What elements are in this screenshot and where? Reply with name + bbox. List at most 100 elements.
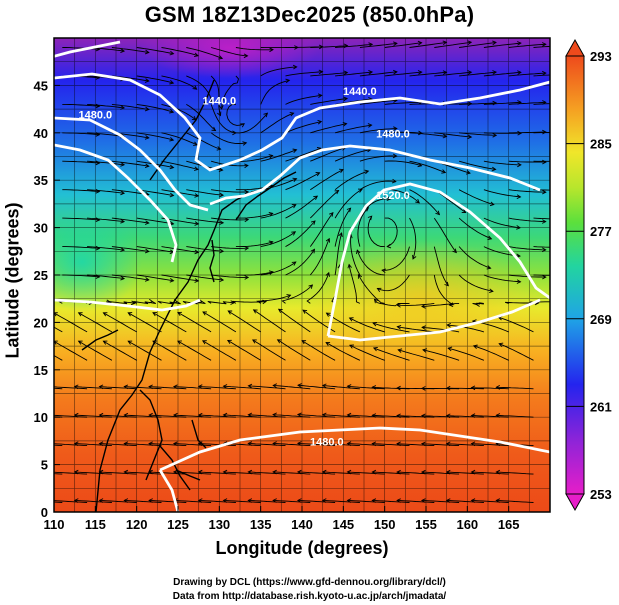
- streamline: [54, 386, 88, 390]
- streamline-arrow: [334, 189, 340, 195]
- streamline: [136, 217, 174, 225]
- streamline: [421, 415, 460, 418]
- colorbar-gradient: [565, 55, 585, 495]
- streamline-arrow: [247, 469, 253, 475]
- streamline: [186, 189, 224, 196]
- streamline: [297, 499, 336, 503]
- streamline: [372, 499, 410, 503]
- streamline-arrow: [169, 192, 175, 198]
- streamline: [161, 75, 197, 90]
- streamline-arrow: [252, 309, 258, 314]
- streamline: [471, 387, 509, 390]
- streamline: [136, 189, 174, 196]
- streamline: [54, 355, 63, 361]
- y-tick-label: 20: [34, 315, 48, 330]
- streamline-arrow: [396, 303, 401, 308]
- streamline-arrow: [172, 384, 178, 389]
- streamline-arrow: [268, 154, 274, 159]
- streamline: [248, 385, 286, 390]
- streamline-arrow: [222, 412, 228, 418]
- streamline-arrow: [120, 190, 126, 196]
- streamline: [223, 471, 261, 475]
- streamline: [198, 471, 236, 475]
- streamline: [54, 340, 88, 361]
- streamline-arrow: [297, 383, 302, 388]
- streamline: [382, 246, 410, 271]
- streamline-arrow: [144, 220, 150, 225]
- streamline: [335, 98, 373, 105]
- streamline: [161, 160, 199, 170]
- streamline: [223, 385, 261, 390]
- streamline: [377, 274, 410, 292]
- streamline: [277, 339, 311, 361]
- streamline: [483, 101, 522, 105]
- contour-label: 1480.0: [79, 110, 113, 122]
- streamline-arrow: [296, 412, 302, 418]
- streamline-arrow: [371, 385, 377, 390]
- colorbar-tick-label: 269: [590, 312, 612, 327]
- streamline: [508, 217, 546, 223]
- streamline-arrow: [417, 70, 423, 75]
- streamline: [483, 42, 521, 48]
- streamline: [136, 103, 174, 113]
- streamline: [54, 444, 63, 447]
- streamline: [409, 160, 446, 174]
- streamline-arrow: [372, 321, 378, 327]
- streamline: [397, 302, 435, 306]
- streamline-arrow: [349, 344, 354, 349]
- grid-lines: [54, 38, 550, 512]
- streamline: [54, 326, 63, 333]
- streamline-arrow: [442, 40, 448, 46]
- streamline-arrow: [348, 317, 354, 322]
- streamline-arrow: [310, 220, 316, 225]
- colorbar-tick-label: 253: [590, 487, 612, 502]
- streamline-arrow: [357, 273, 363, 279]
- streamline: [471, 499, 509, 503]
- streamline: [87, 103, 125, 109]
- streamline-arrow: [25, 413, 29, 417]
- streamline: [256, 294, 291, 304]
- streamline: [87, 132, 125, 137]
- streamline: [74, 414, 112, 418]
- streamline: [398, 349, 435, 361]
- streamline-arrow: [197, 384, 203, 389]
- streamline: [260, 149, 297, 162]
- streamline: [74, 499, 112, 503]
- streamline-arrow: [120, 105, 126, 110]
- streamline: [99, 386, 137, 390]
- streamline-arrow: [219, 248, 225, 254]
- streamline: [422, 326, 460, 333]
- streamline-arrow: [144, 163, 150, 169]
- streamline: [235, 47, 274, 51]
- streamline-arrow: [541, 70, 547, 76]
- streamline: [483, 189, 521, 198]
- streamline: [347, 385, 385, 390]
- streamline: [285, 172, 320, 191]
- streamline-arrow: [317, 119, 323, 125]
- streamline: [498, 316, 534, 333]
- x-tick-label: 120: [126, 517, 148, 532]
- streamline-arrow: [487, 235, 493, 240]
- streamline-arrow: [346, 469, 352, 475]
- streamline-arrow: [346, 412, 352, 418]
- streamline-arrow: [123, 441, 129, 446]
- streamline: [127, 312, 162, 333]
- streamline-arrow: [467, 134, 473, 140]
- streamline: [124, 386, 162, 390]
- streamline-arrow: [194, 249, 200, 255]
- east-warm-shade: [300, 240, 540, 360]
- streamline-arrow: [442, 70, 448, 75]
- streamline: [227, 310, 261, 333]
- streamline: [260, 204, 297, 219]
- streamline-arrow: [541, 219, 547, 224]
- streamline-arrow: [194, 278, 200, 283]
- streamline: [124, 443, 162, 447]
- streamline: [202, 340, 237, 361]
- streamline-arrow: [247, 498, 253, 503]
- streamline-arrow: [285, 78, 291, 84]
- streamline: [124, 471, 162, 475]
- streamline: [273, 499, 311, 503]
- streamline-arrow: [77, 312, 83, 317]
- streamline-arrow: [373, 298, 379, 304]
- streamline: [103, 312, 137, 333]
